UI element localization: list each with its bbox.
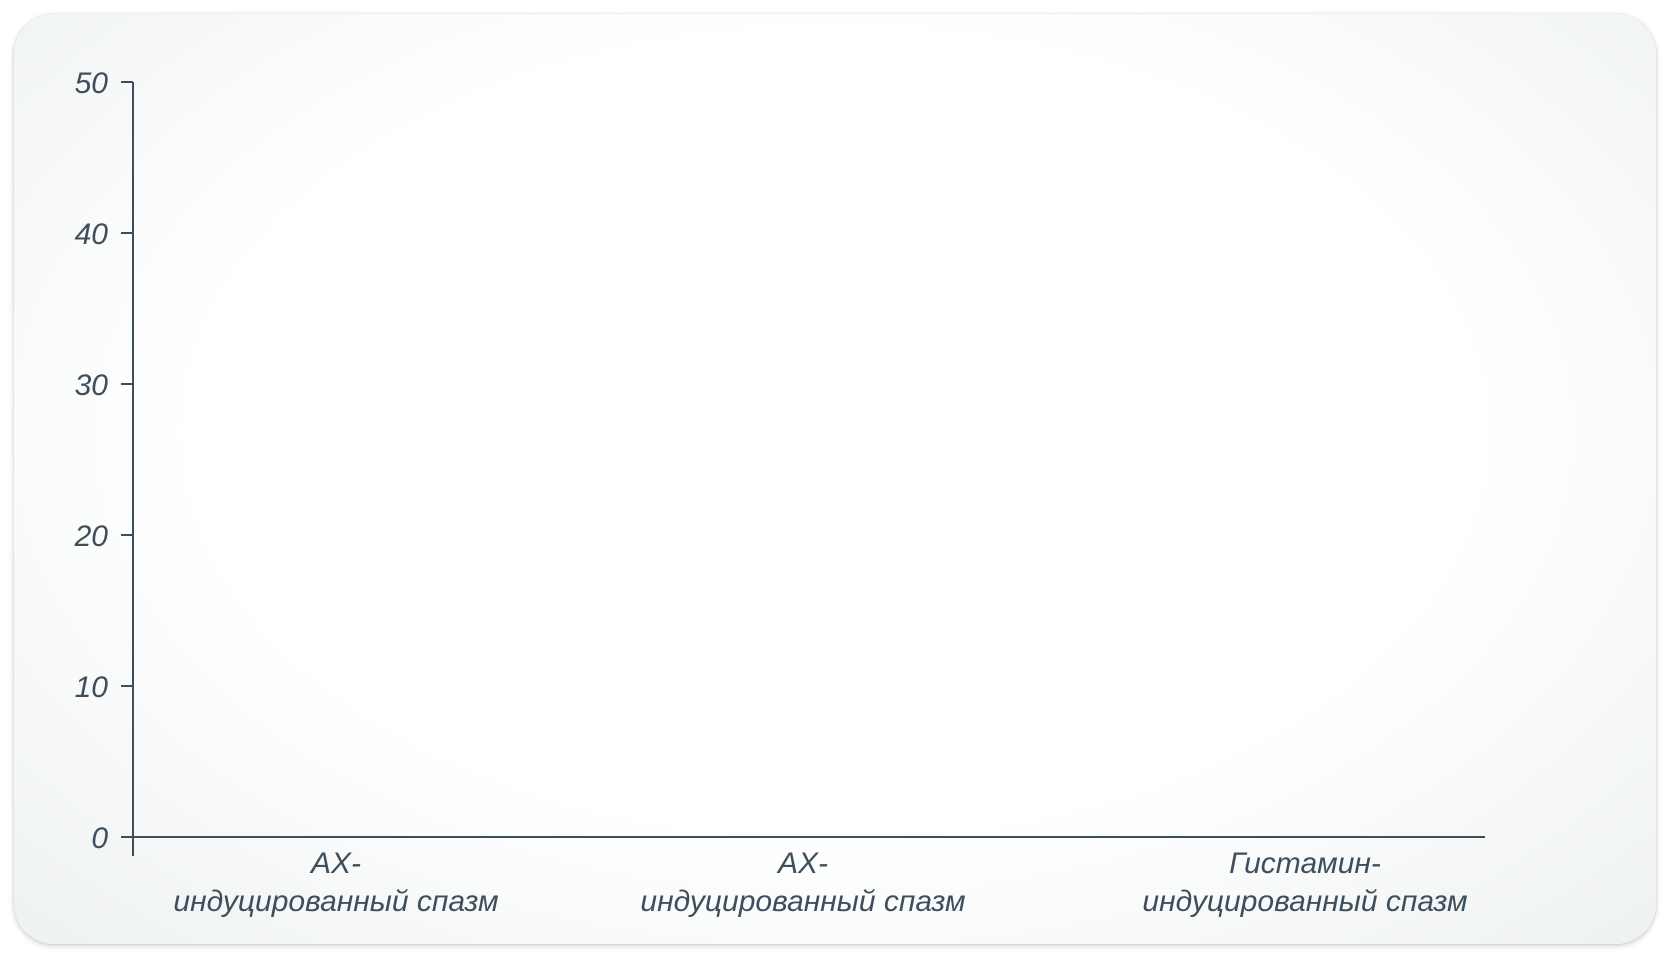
x-category-label-line: АХ-	[309, 847, 361, 880]
x-category-label-line: Гистамин-	[1229, 847, 1381, 880]
x-category-label-line: АХ-	[776, 847, 828, 880]
y-tick-label: 50	[75, 67, 109, 100]
x-category-label: АХ-индуцированный спазм	[640, 847, 965, 918]
y-tick-label: 40	[75, 218, 109, 251]
y-tick-label: 0	[91, 822, 108, 855]
x-category-label-line: индуцированный спазм	[1142, 885, 1467, 918]
y-tick-label: 30	[75, 369, 109, 402]
y-tick-label: 20	[74, 520, 109, 553]
y-tick-label: 10	[75, 671, 109, 704]
x-category-label-line: индуцированный спазм	[640, 885, 965, 918]
x-category-label-line: индуцированный спазм	[173, 885, 498, 918]
x-category-label: АХ-индуцированный спазм	[173, 847, 498, 918]
chart-card	[14, 14, 1656, 944]
x-category-label: Гистамин-индуцированный спазм	[1142, 847, 1467, 918]
